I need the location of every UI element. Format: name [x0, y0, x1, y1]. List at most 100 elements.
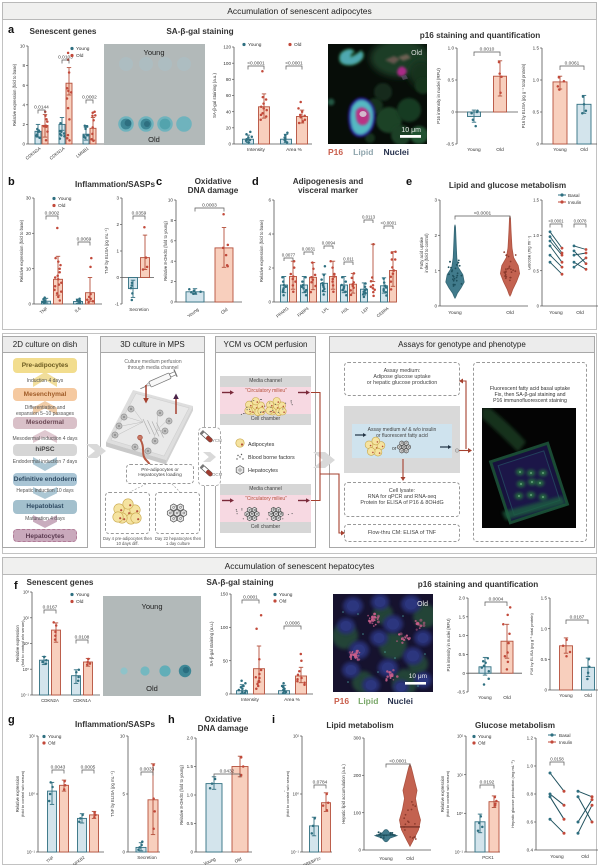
svg-text:Area %: Area % [284, 697, 300, 703]
svg-text:20: 20 [226, 125, 232, 130]
svg-text:1.5: 1.5 [459, 614, 466, 619]
svg-text:or: or [392, 446, 397, 452]
svg-text:10 μm: 10 μm [401, 127, 421, 134]
svg-text:0.0359: 0.0359 [132, 211, 147, 217]
svg-text:Hepatic lipid accumulation (a.: Hepatic lipid accumulation (a.u.) [341, 764, 346, 824]
svg-text:20: 20 [26, 231, 32, 236]
svg-text:through media channel: through media channel [128, 365, 179, 371]
svg-text:0.0069: 0.0069 [77, 237, 92, 243]
svg-text:10⁻¹: 10⁻¹ [291, 850, 300, 855]
svg-text:Old: Old [576, 310, 584, 316]
svg-text:Old: Old [417, 601, 428, 608]
svg-text:0: 0 [462, 671, 465, 676]
svg-text:0.0006: 0.0006 [285, 621, 300, 627]
svg-text:3: 3 [434, 198, 437, 203]
svg-text:8: 8 [170, 218, 173, 223]
svg-text:Old: Old [406, 856, 414, 862]
svg-text:0.8: 0.8 [527, 792, 534, 797]
svg-text:0.5: 0.5 [533, 110, 540, 115]
svg-text:Young: Young [48, 734, 62, 740]
svg-text:2: 2 [434, 233, 437, 238]
svg-text:0: 0 [190, 850, 193, 855]
svg-text:4: 4 [22, 102, 25, 107]
svg-text:Basal: Basal [568, 193, 580, 198]
svg-text:0.6: 0.6 [527, 820, 534, 825]
svg-text:Young: Young [478, 695, 492, 701]
svg-text:LMNB1: LMNB1 [75, 146, 90, 159]
svg-text:SREBP1c: SREBP1c [302, 855, 321, 865]
svg-text:2.0: 2.0 [459, 596, 466, 601]
svg-text:0: 0 [268, 300, 271, 305]
svg-text:(fold to control w/o serum): (fold to control w/o serum) [20, 620, 25, 667]
svg-text:YCM: YCM [212, 438, 222, 443]
svg-text:0: 0 [22, 142, 25, 147]
svg-text:P16 by ELISA (pg g⁻¹ total pro: P16 by ELISA (pg g⁻¹ total protein) [521, 63, 526, 128]
svg-text:100: 100 [223, 61, 231, 66]
svg-text:Young: Young [379, 856, 393, 862]
svg-text:0.0103: 0.0103 [58, 55, 73, 61]
svg-text:Old: Old [496, 147, 504, 153]
svg-text:Secretion: Secretion [137, 855, 157, 860]
svg-text:0.0187: 0.0187 [570, 615, 585, 621]
svg-text:P16 intensity in nuclei (RFU): P16 intensity in nuclei (RFU) [436, 68, 441, 124]
svg-text:6: 6 [268, 198, 271, 203]
svg-text:Relative expression (fold to b: Relative expression (fold to base) [259, 219, 264, 282]
svg-text:LPL: LPL [321, 305, 330, 314]
svg-text:1.0: 1.0 [448, 46, 455, 51]
svg-text:1.0: 1.0 [533, 78, 540, 83]
svg-text:80: 80 [226, 77, 232, 82]
svg-text:0: 0 [170, 300, 173, 305]
svg-text:1.0: 1.0 [541, 626, 548, 631]
svg-text:Young: Young [144, 48, 165, 57]
svg-text:Young: Young [549, 310, 563, 316]
svg-text:0.0158: 0.0158 [550, 757, 564, 762]
svg-text:10⁰: 10⁰ [457, 811, 464, 816]
svg-text:1.5: 1.5 [533, 46, 540, 51]
svg-text:0.0077: 0.0077 [282, 253, 296, 258]
svg-text:6: 6 [22, 83, 25, 88]
svg-text:10⁻¹: 10⁻¹ [21, 693, 30, 698]
svg-text:CDKN1A: CDKN1A [49, 146, 66, 161]
svg-text:Relative expression (fold to b: Relative expression (fold to base) [19, 219, 24, 282]
svg-text:<0.0001: <0.0001 [548, 219, 564, 224]
svg-text:10: 10 [168, 198, 174, 203]
svg-text:10¹: 10¹ [29, 734, 36, 739]
svg-text:Old: Old [76, 599, 84, 605]
svg-text:Young: Young [248, 42, 262, 48]
svg-text:0.0033: 0.0033 [140, 767, 155, 773]
svg-text:TNF: TNF [39, 306, 49, 315]
svg-text:Intensity: Intensity [241, 697, 259, 703]
svg-text:0: 0 [434, 304, 437, 309]
svg-text:Old: Old [506, 310, 514, 316]
svg-text:Secretion: Secretion [129, 307, 149, 312]
svg-text:0: 0 [544, 688, 547, 693]
svg-text:Old: Old [584, 693, 592, 699]
svg-text:1.0: 1.0 [187, 793, 194, 798]
svg-text:10⁰: 10⁰ [23, 667, 30, 672]
svg-text:Young: Young [448, 310, 462, 316]
svg-text:10⁰: 10⁰ [293, 792, 300, 797]
svg-text:0: 0 [122, 850, 125, 855]
svg-text:-1: -1 [115, 302, 120, 307]
svg-text:Old: Old [58, 203, 66, 209]
svg-text:0.0061: 0.0061 [565, 61, 580, 67]
svg-text:30: 30 [26, 196, 32, 201]
svg-text:Young: Young [467, 147, 481, 153]
svg-text:8: 8 [22, 63, 25, 68]
svg-text:10¹: 10¹ [457, 772, 464, 777]
svg-text:1.5: 1.5 [533, 198, 539, 203]
svg-text:150: 150 [220, 592, 228, 597]
svg-text:0.0144: 0.0144 [34, 105, 49, 111]
svg-text:-0.5: -0.5 [446, 142, 454, 147]
svg-text:4: 4 [170, 259, 173, 264]
svg-text:10²: 10² [23, 615, 30, 620]
svg-text:Insulin: Insulin [559, 740, 573, 745]
svg-text:Young: Young [559, 693, 573, 699]
svg-text:0.0005: 0.0005 [81, 765, 96, 771]
svg-text:LEP: LEP [360, 306, 369, 315]
svg-text:Young: Young [142, 602, 163, 611]
svg-text:0.0003: 0.0003 [202, 203, 217, 209]
svg-text:Old: Old [234, 856, 243, 864]
svg-text:Old: Old [478, 741, 486, 747]
svg-text:0: 0 [451, 110, 454, 115]
